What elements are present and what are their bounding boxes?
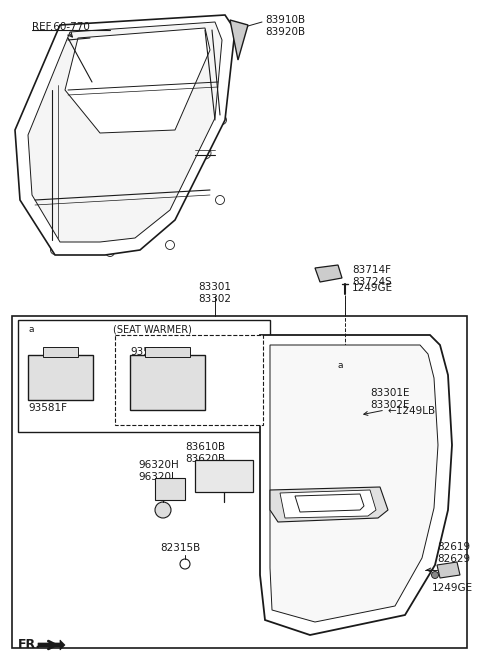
Text: FR.: FR. [18,638,41,651]
Circle shape [432,571,439,579]
Circle shape [155,502,171,518]
Circle shape [56,88,64,96]
Circle shape [216,196,225,204]
Circle shape [180,559,190,569]
Bar [115,335,263,425]
Circle shape [331,356,349,374]
Circle shape [110,86,120,94]
Polygon shape [270,487,388,522]
Bar [28,355,93,400]
Text: a: a [28,326,34,335]
Bar [18,320,270,432]
Circle shape [199,147,211,159]
Circle shape [217,115,227,125]
Text: 1249GE: 1249GE [352,283,393,293]
Text: 83301E
83302E: 83301E 83302E [370,388,409,410]
Circle shape [106,248,115,256]
Circle shape [97,162,103,168]
Text: 93581E
93581D: 93581E 93581D [130,347,171,368]
Text: 93581F: 93581F [28,403,67,413]
Text: 83301
83302: 83301 83302 [199,282,231,304]
Bar [155,478,185,500]
Polygon shape [28,22,222,242]
Circle shape [315,540,325,550]
Circle shape [23,322,39,338]
Polygon shape [260,335,452,635]
Text: (SEAT WARMER): (SEAT WARMER) [113,325,192,335]
Polygon shape [315,265,342,282]
Text: 83910B
83920B: 83910B 83920B [265,15,305,37]
Text: a: a [337,360,343,370]
Text: ←1249LB: ←1249LB [388,406,436,416]
Circle shape [137,157,143,163]
Text: REF.60-770: REF.60-770 [32,22,90,32]
Circle shape [25,130,35,140]
Polygon shape [295,494,364,512]
Bar [145,347,190,357]
Polygon shape [38,640,65,650]
Text: 83714F
83724S: 83714F 83724S [352,265,392,287]
Circle shape [24,196,33,204]
Bar [195,460,253,492]
Polygon shape [270,345,438,622]
Circle shape [166,241,175,250]
Circle shape [321,586,329,594]
Polygon shape [230,20,248,60]
Bar [130,355,205,410]
Text: 82315B: 82315B [160,543,200,553]
Bar [12,316,467,648]
Bar [43,347,78,357]
Text: 82619
82629: 82619 82629 [437,542,470,563]
Polygon shape [280,490,376,518]
Polygon shape [437,562,460,578]
Text: 83610B
83620B: 83610B 83620B [185,442,225,463]
Polygon shape [15,15,235,255]
Text: 1249GE: 1249GE [432,583,473,593]
Circle shape [157,177,163,183]
Text: 96320H
96320J: 96320H 96320J [138,460,179,482]
Polygon shape [65,28,210,133]
Circle shape [50,246,60,254]
Circle shape [166,90,175,100]
